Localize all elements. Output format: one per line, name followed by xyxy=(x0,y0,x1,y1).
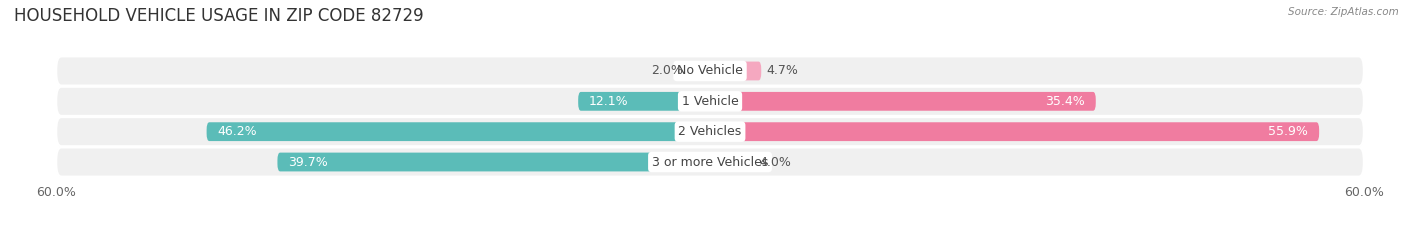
FancyBboxPatch shape xyxy=(710,153,754,171)
Text: HOUSEHOLD VEHICLE USAGE IN ZIP CODE 82729: HOUSEHOLD VEHICLE USAGE IN ZIP CODE 8272… xyxy=(14,7,423,25)
FancyBboxPatch shape xyxy=(56,87,1364,116)
FancyBboxPatch shape xyxy=(56,147,1364,177)
FancyBboxPatch shape xyxy=(689,62,710,80)
Text: 55.9%: 55.9% xyxy=(1268,125,1308,138)
Text: 46.2%: 46.2% xyxy=(218,125,257,138)
FancyBboxPatch shape xyxy=(207,122,710,141)
FancyBboxPatch shape xyxy=(710,122,1319,141)
Text: 2 Vehicles: 2 Vehicles xyxy=(679,125,741,138)
FancyBboxPatch shape xyxy=(56,117,1364,146)
Text: 39.7%: 39.7% xyxy=(288,155,328,168)
Text: 3 or more Vehicles: 3 or more Vehicles xyxy=(652,155,768,168)
Text: No Vehicle: No Vehicle xyxy=(678,65,742,78)
FancyBboxPatch shape xyxy=(710,92,1095,111)
Text: 2.0%: 2.0% xyxy=(651,65,683,78)
Text: Source: ZipAtlas.com: Source: ZipAtlas.com xyxy=(1288,7,1399,17)
FancyBboxPatch shape xyxy=(277,153,710,171)
Text: 4.7%: 4.7% xyxy=(766,65,799,78)
Text: 4.0%: 4.0% xyxy=(759,155,792,168)
FancyBboxPatch shape xyxy=(710,62,761,80)
Text: 1 Vehicle: 1 Vehicle xyxy=(682,95,738,108)
FancyBboxPatch shape xyxy=(56,56,1364,86)
Text: 35.4%: 35.4% xyxy=(1045,95,1085,108)
Text: 12.1%: 12.1% xyxy=(589,95,628,108)
FancyBboxPatch shape xyxy=(578,92,710,111)
